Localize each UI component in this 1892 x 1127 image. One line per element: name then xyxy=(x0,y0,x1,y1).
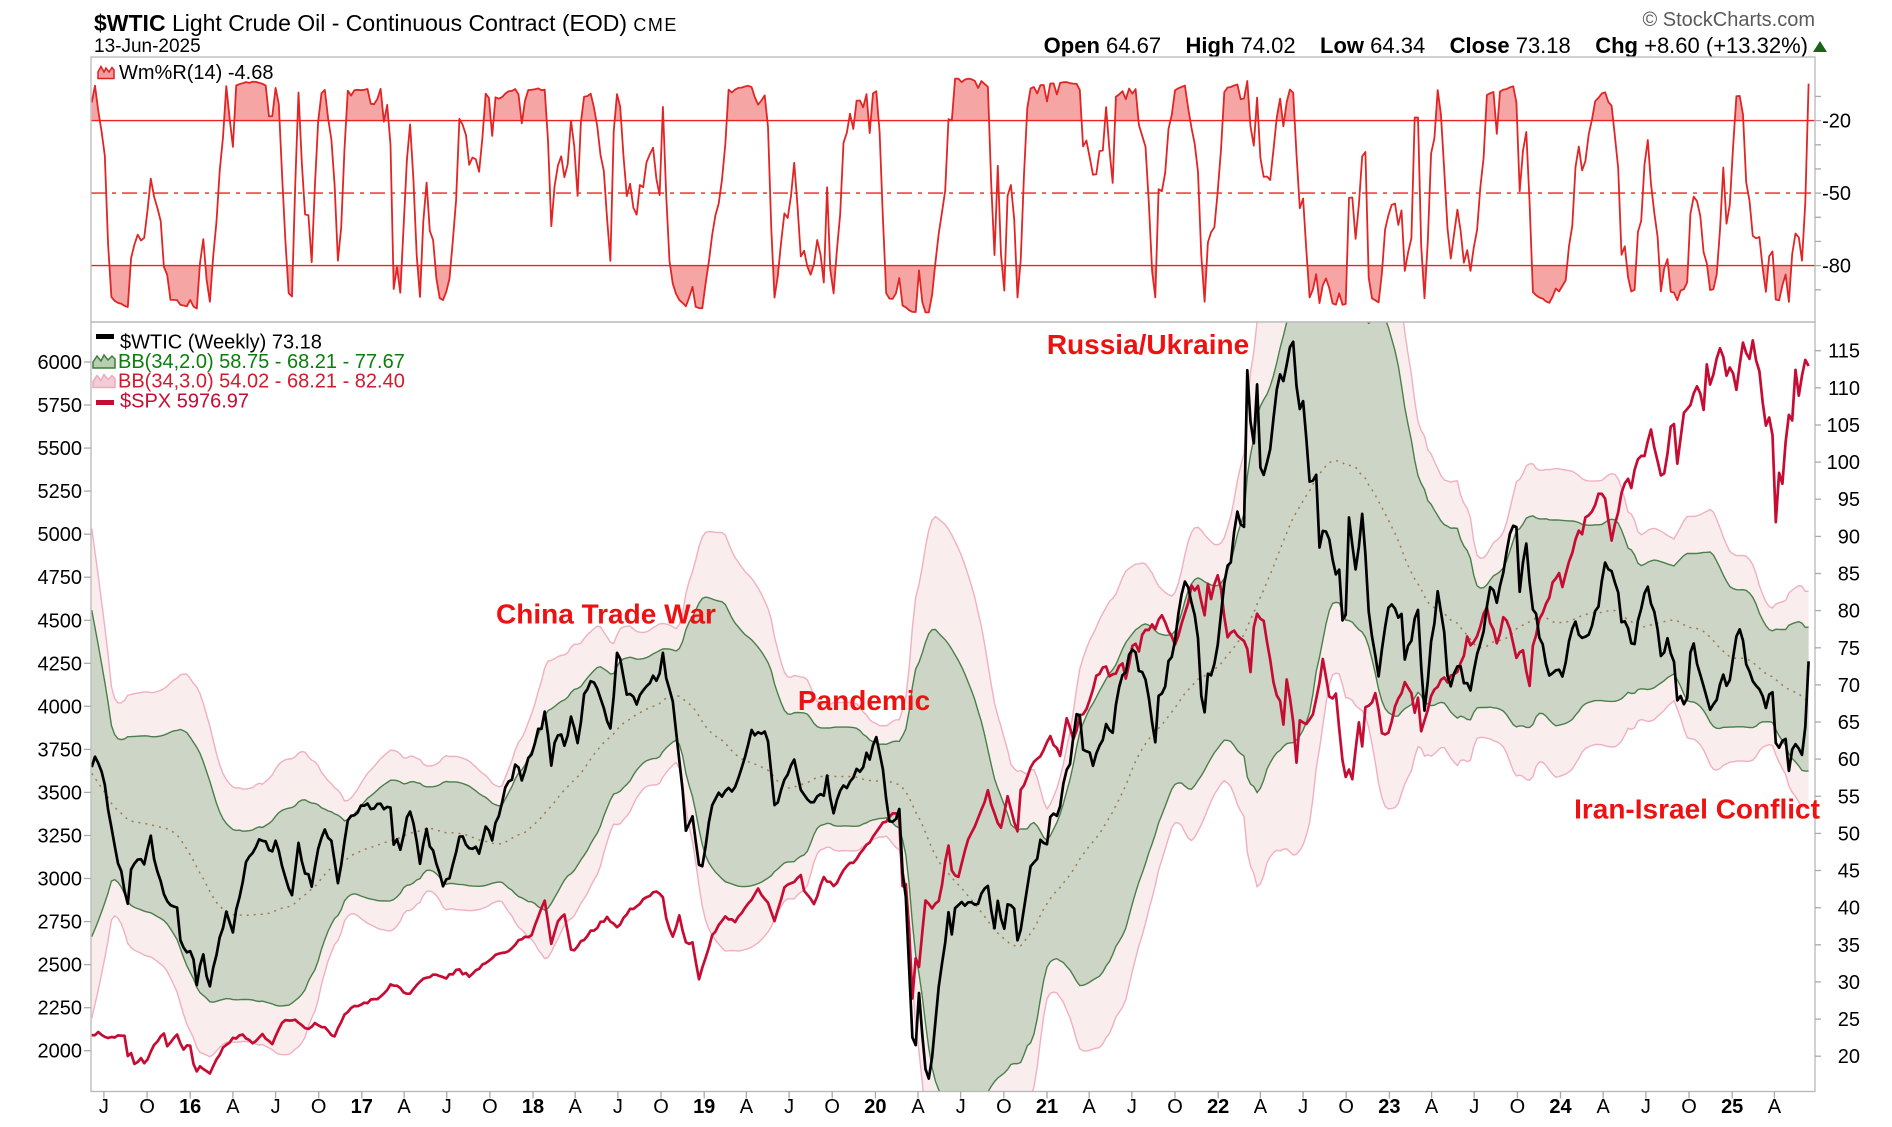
svg-text:90: 90 xyxy=(1838,526,1860,548)
svg-text:65: 65 xyxy=(1838,712,1860,734)
svg-text:40: 40 xyxy=(1838,898,1860,920)
svg-text:30: 30 xyxy=(1838,972,1860,994)
svg-text:3000: 3000 xyxy=(38,869,83,891)
svg-text:35: 35 xyxy=(1838,935,1860,957)
svg-text:5750: 5750 xyxy=(38,395,83,417)
svg-text:13-Jun-2025: 13-Jun-2025 xyxy=(94,36,201,57)
svg-text:O: O xyxy=(482,1096,498,1118)
svg-text:A: A xyxy=(226,1096,240,1118)
svg-text:25: 25 xyxy=(1838,1009,1860,1031)
svg-text:17: 17 xyxy=(351,1096,373,1118)
svg-text:$WTIC (Weekly) 73.18: $WTIC (Weekly) 73.18 xyxy=(120,332,322,354)
svg-text:4500: 4500 xyxy=(38,610,83,632)
svg-text:$WTIC Light Crude Oil - Contin: $WTIC Light Crude Oil - Continuous Contr… xyxy=(94,10,678,36)
svg-text:70: 70 xyxy=(1838,675,1860,697)
svg-text:23: 23 xyxy=(1378,1096,1400,1118)
svg-text:75: 75 xyxy=(1838,638,1860,660)
svg-text:A: A xyxy=(1254,1096,1268,1118)
svg-text:Russia/Ukraine: Russia/Ukraine xyxy=(1047,329,1249,360)
svg-text:J: J xyxy=(442,1096,452,1118)
svg-text:3500: 3500 xyxy=(38,782,83,804)
svg-text:A: A xyxy=(1083,1096,1097,1118)
svg-text:115: 115 xyxy=(1828,341,1860,363)
svg-text:20: 20 xyxy=(864,1096,886,1118)
svg-text:2750: 2750 xyxy=(38,912,83,934)
svg-text:95: 95 xyxy=(1838,489,1860,511)
svg-text:16: 16 xyxy=(179,1096,201,1118)
svg-text:O: O xyxy=(311,1096,327,1118)
svg-text:105: 105 xyxy=(1827,415,1860,437)
svg-text:O: O xyxy=(824,1096,840,1118)
svg-text:O: O xyxy=(1681,1096,1697,1118)
svg-text:2000: 2000 xyxy=(38,1041,83,1063)
svg-text:2500: 2500 xyxy=(38,955,83,977)
svg-text:3750: 3750 xyxy=(38,739,83,761)
svg-text:-80: -80 xyxy=(1822,256,1851,278)
svg-text:5250: 5250 xyxy=(38,481,83,503)
svg-text:J: J xyxy=(1298,1096,1308,1118)
svg-text:4250: 4250 xyxy=(38,653,83,675)
svg-text:19: 19 xyxy=(693,1096,715,1118)
svg-text:A: A xyxy=(911,1096,925,1118)
svg-text:45: 45 xyxy=(1838,861,1860,883)
svg-text:6000: 6000 xyxy=(38,352,83,374)
svg-text:80: 80 xyxy=(1838,601,1860,623)
svg-text:5500: 5500 xyxy=(38,438,83,460)
svg-text:J: J xyxy=(1127,1096,1137,1118)
svg-text:$SPX 5976.97: $SPX 5976.97 xyxy=(120,391,249,413)
svg-text:-20: -20 xyxy=(1822,111,1851,133)
svg-text:Wm%R(14) -4.68: Wm%R(14) -4.68 xyxy=(119,62,273,84)
svg-text:Open 64.67 High 74.02 Lo: Open 64.67 High 74.02 Low 64.34 Close 73… xyxy=(1044,33,1808,58)
svg-text:4750: 4750 xyxy=(38,567,83,589)
svg-text:A: A xyxy=(740,1096,754,1118)
svg-text:BB(34,2.0) 58.75 - 68.21 - 77.: BB(34,2.0) 58.75 - 68.21 - 77.67 xyxy=(118,351,405,373)
svg-text:O: O xyxy=(653,1096,669,1118)
svg-text:-50: -50 xyxy=(1822,183,1851,205)
svg-text:O: O xyxy=(1338,1096,1354,1118)
svg-text:BB(34,3.0) 54.02 - 68.21 - 82.: BB(34,3.0) 54.02 - 68.21 - 82.40 xyxy=(118,370,405,392)
svg-text:25: 25 xyxy=(1721,1096,1743,1118)
svg-text:4000: 4000 xyxy=(38,696,83,718)
svg-text:Pandemic: Pandemic xyxy=(798,685,930,716)
svg-text:J: J xyxy=(613,1096,623,1118)
svg-text:O: O xyxy=(139,1096,155,1118)
svg-text:A: A xyxy=(569,1096,583,1118)
svg-text:2250: 2250 xyxy=(38,998,83,1020)
svg-text:J: J xyxy=(1469,1096,1479,1118)
svg-text:J: J xyxy=(1641,1096,1651,1118)
svg-text:21: 21 xyxy=(1036,1096,1058,1118)
svg-text:J: J xyxy=(271,1096,281,1118)
svg-text:J: J xyxy=(99,1096,109,1118)
svg-text:5000: 5000 xyxy=(38,524,83,546)
svg-text:A: A xyxy=(1768,1096,1782,1118)
svg-text:24: 24 xyxy=(1549,1096,1572,1118)
svg-text:© StockCharts.com: © StockCharts.com xyxy=(1642,9,1815,31)
svg-text:China Trade War: China Trade War xyxy=(496,599,716,630)
svg-text:J: J xyxy=(956,1096,966,1118)
svg-text:A: A xyxy=(1597,1096,1611,1118)
svg-text:55: 55 xyxy=(1838,786,1860,808)
svg-text:85: 85 xyxy=(1838,564,1860,586)
svg-text:O: O xyxy=(1510,1096,1526,1118)
svg-text:22: 22 xyxy=(1207,1096,1229,1118)
svg-text:50: 50 xyxy=(1838,823,1860,845)
svg-text:18: 18 xyxy=(522,1096,544,1118)
svg-text:60: 60 xyxy=(1838,749,1860,771)
svg-text:O: O xyxy=(996,1096,1012,1118)
svg-text:A: A xyxy=(397,1096,411,1118)
svg-text:100: 100 xyxy=(1827,452,1860,474)
svg-text:20: 20 xyxy=(1838,1046,1860,1068)
svg-text:3250: 3250 xyxy=(38,826,83,848)
svg-text:J: J xyxy=(784,1096,794,1118)
svg-text:A: A xyxy=(1425,1096,1439,1118)
svg-text:110: 110 xyxy=(1828,378,1860,400)
svg-text:O: O xyxy=(1167,1096,1183,1118)
svg-text:Iran-Israel Conflict: Iran-Israel Conflict xyxy=(1574,794,1820,825)
